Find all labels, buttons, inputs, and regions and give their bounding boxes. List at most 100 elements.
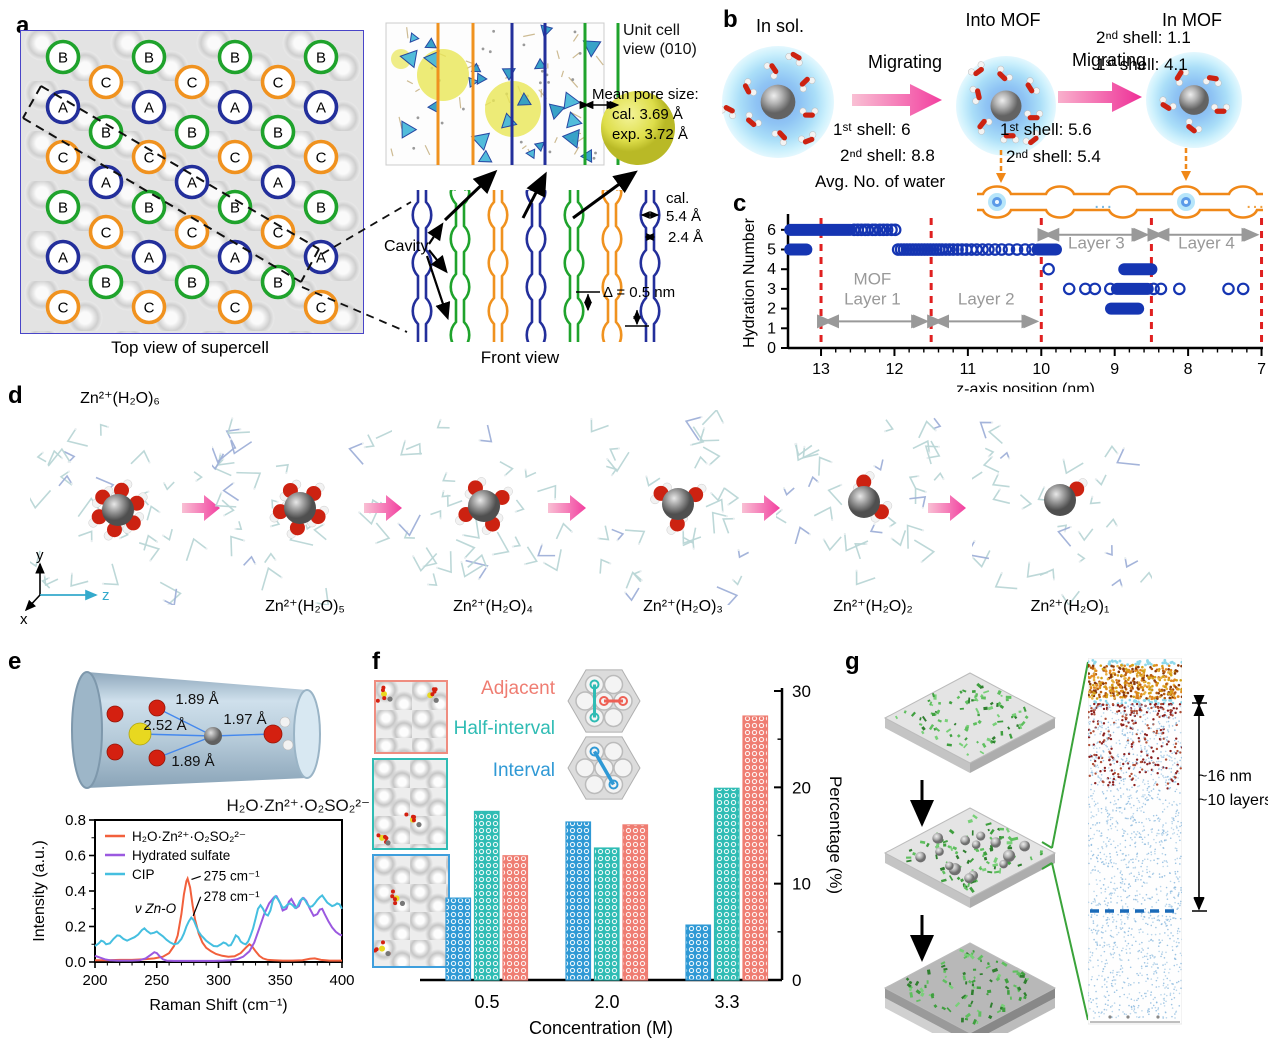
site-circle-B <box>88 264 124 300</box>
stage3-shell1: 1ˢᵗ shell: 4.1 <box>1096 55 1188 74</box>
water-molecules <box>1159 68 1230 134</box>
bond-distance: 1.89 Å <box>175 691 218 708</box>
bar-Half-interval-2.0 <box>593 847 620 981</box>
stage1-shell2: 2ⁿᵈ shell: 8.8 <box>840 146 935 165</box>
site-circle-A <box>217 239 253 275</box>
legend-half-interval: Half-interval <box>453 718 555 739</box>
mof-cage-snapshot <box>397 418 573 586</box>
dehydration-arrow <box>548 495 586 521</box>
mol-label-2: Zn²⁺(H₂O)₄ <box>453 598 533 615</box>
adsorbed-ion <box>915 851 926 863</box>
mof-cage-snapshot <box>590 410 750 605</box>
y-tick: 1 <box>767 320 776 337</box>
series-2 <box>94 893 343 948</box>
data-point <box>976 243 989 256</box>
mof-cage-snapshot <box>212 417 392 605</box>
mol-label-3: Zn²⁺(H₂O)₃ <box>643 598 723 615</box>
site-circle-C <box>45 289 81 325</box>
inset-interval-config <box>372 854 450 968</box>
data-point <box>988 243 1002 256</box>
peak-annotation-278: 278 cm⁻¹ <box>204 889 260 904</box>
site-letter: B <box>230 200 240 217</box>
data-point <box>1236 282 1250 296</box>
site-letter: B <box>58 200 68 217</box>
supercell-image: B B B B C C C A A A A B B B C C C C A A A B B B B C C C A A A A B B B C C C C <box>20 30 364 334</box>
site-letter: A <box>316 250 326 267</box>
category-label: 2.0 <box>594 992 619 1012</box>
site-circle-B <box>217 189 253 225</box>
supercell-sites: B B B B C C C A A A A B B B C C C C A A A B B B B C C C A A A A B B B C C C C <box>22 39 339 325</box>
mof-cage-snapshot <box>776 417 945 586</box>
axis-x-label: x <box>20 611 28 628</box>
site-letter: A <box>230 250 240 267</box>
zinc-ion <box>1179 85 1209 115</box>
legend-interval: Interval <box>492 760 555 781</box>
site-letter: B <box>316 50 326 67</box>
cavity-label: Cavity <box>384 238 429 255</box>
stage2-shell1: 1ˢᵗ shell: 5.6 <box>1000 120 1092 139</box>
x-tick: 10 <box>1032 361 1050 378</box>
adsorbed-ion <box>935 847 944 856</box>
into-channel-arrow-1 <box>996 150 1006 183</box>
y-tick: 0.8 <box>65 812 86 829</box>
panel-d-label: d <box>8 382 23 409</box>
data-point <box>1002 243 1016 256</box>
front-view-caption: Front view <box>480 348 560 367</box>
y-tick: 0.6 <box>65 848 86 865</box>
zinc-ion <box>284 492 316 524</box>
avg-water-label: Avg. No. of water <box>815 172 946 191</box>
site-letter: C <box>273 225 284 242</box>
migrating-label-1: Migrating <box>868 52 943 72</box>
layer-label: Layer 4 <box>1178 234 1235 253</box>
sulfur-atom <box>128 722 152 746</box>
data-point <box>888 223 902 237</box>
front-dim-24: 2.4 Å <box>668 229 704 246</box>
site-letter: C <box>187 225 198 242</box>
pore-size-calc: cal. 3.69 Å <box>612 106 683 123</box>
water-molecule <box>771 130 788 146</box>
zinc-ion <box>1044 484 1076 516</box>
site-letter: C <box>101 75 112 92</box>
front-cal-label: cal. <box>666 190 690 207</box>
adsorbed-ion <box>945 861 954 871</box>
ion-in-channel <box>988 193 1006 211</box>
data-point <box>951 243 964 256</box>
axis-y-label: y <box>36 550 44 564</box>
hydrated-ion-in-solution <box>722 46 834 158</box>
inset-half-interval-config <box>372 758 448 850</box>
site-letter: C <box>316 150 327 167</box>
data-point <box>1103 282 1117 296</box>
water-molecule <box>799 76 816 93</box>
mol-label-1: Zn²⁺(H₂O)₅ <box>265 598 345 615</box>
site-letter: B <box>101 275 111 292</box>
y-axis-label: Intensity (a.u.) <box>31 840 48 941</box>
ion-pair-formula: H₂O·Zn²⁺·O₂SO₂²⁻ <box>226 796 370 815</box>
data-point <box>943 243 956 256</box>
site-circle-C <box>217 139 253 175</box>
front-dim-54: 5.4 Å <box>666 208 702 225</box>
y-axis-label: Percentage (%) <box>826 776 845 894</box>
series-1 <box>94 895 343 962</box>
water-molecule <box>798 131 817 145</box>
stage2-title: Into MOF <box>965 10 1041 30</box>
panel-a-arrows <box>301 169 638 333</box>
water-molecule <box>742 78 757 96</box>
bar-Interval-0.5 <box>445 897 472 981</box>
migrating-label-2: Migrating <box>1072 50 1147 70</box>
water-molecule <box>1185 118 1203 134</box>
site-circle-B <box>260 264 296 300</box>
adsorbed-ion <box>976 831 986 841</box>
site-letter: B <box>187 275 197 292</box>
y-tick: 4 <box>767 261 776 278</box>
site-letter: C <box>58 150 69 167</box>
dehydration-arrow <box>742 495 780 521</box>
adsorbed-ion <box>1002 849 1016 862</box>
bar-Adjacent-2.0 <box>622 824 649 981</box>
site-circle-A <box>174 164 210 200</box>
water-molecule <box>1024 110 1044 121</box>
water-molecule <box>997 65 1013 82</box>
inset-molecules <box>376 812 422 846</box>
data-point <box>939 243 953 256</box>
migration-arrow-1 <box>852 84 942 116</box>
y-tick: 0 <box>767 340 776 357</box>
